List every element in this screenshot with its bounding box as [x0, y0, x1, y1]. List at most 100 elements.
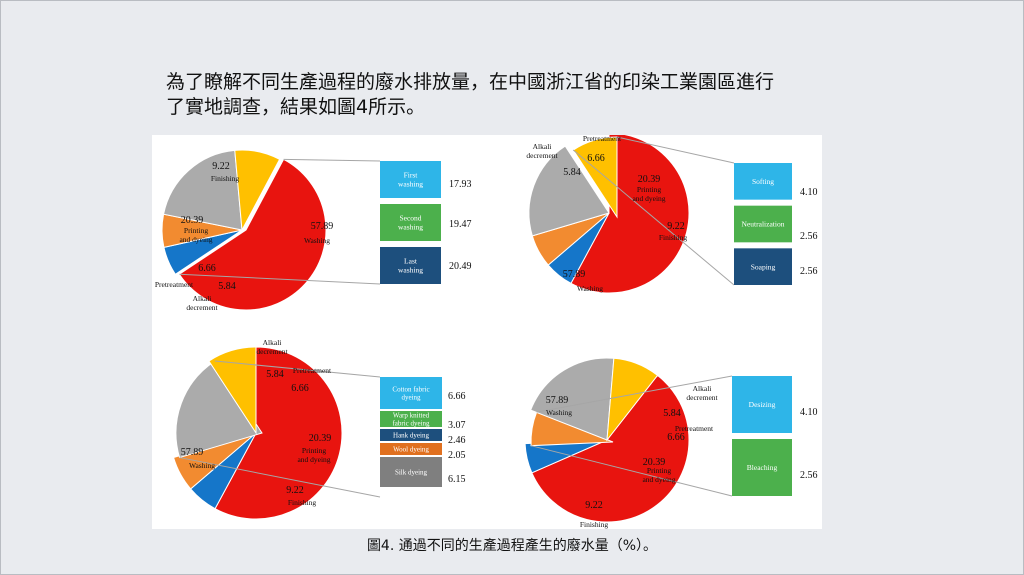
slice-value-printing-and-dyeing: 20.39 — [638, 174, 661, 185]
heading-line-1: 為了瞭解不同生產過程的廢水排放量，在中國浙江省的印染工業園區進行 — [166, 71, 775, 93]
breakdown-label-first-washing: First washing — [398, 171, 423, 189]
slice-value-pretreatment: 6.66 — [587, 153, 605, 164]
breakdown-box-cotton-fabric-dyeing — [380, 377, 442, 409]
slice-value-washing: 57.89 — [181, 447, 204, 458]
connector-line — [179, 273, 381, 285]
pie-slice-alkali-decrement — [524, 439, 608, 474]
pie-slice-printing-and-dyeing — [175, 360, 263, 459]
slice-label-finishing: Finishing — [211, 174, 240, 183]
breakdown-box-softing — [734, 163, 792, 200]
breakdown-box-bleaching — [732, 439, 792, 496]
slice-label-finishing: Finishing — [580, 520, 609, 529]
connector-line — [572, 149, 735, 286]
pie-slice-washing — [531, 374, 690, 523]
breakdown-value-silk-dyeing: 6.15 — [448, 474, 466, 485]
slide-heading: 為了瞭解不同生產過程的廢水排放量，在中國浙江省的印染工業園區進行 了實地調查，結… — [166, 70, 866, 120]
slice-label-washing: Washing — [577, 284, 603, 293]
slice-label-washing: Washing — [189, 461, 215, 470]
breakdown-label-hank-dyeing: Hank dyeing — [393, 431, 429, 439]
breakdown-label-silk-dyeing: Silk dyeing — [395, 468, 428, 476]
pie-slice-washing — [214, 346, 343, 520]
slice-value-finishing: 9.22 — [667, 221, 685, 232]
slice-value-printing-and-dyeing: 20.39 — [309, 433, 332, 444]
breakdown-value-first-washing: 17.93 — [449, 179, 472, 190]
pie-slice-finishing — [234, 149, 281, 232]
pie-chart-bottom-left: 57.89 Washing 5.84 Alkali decrement 6.66 Pretr… — [172, 338, 466, 520]
slice-label-alkali-decrement: Alkali decrement — [686, 384, 718, 402]
connector-line — [214, 360, 381, 378]
connector-line — [530, 445, 733, 497]
breakdown-value-hank-dyeing: 2.46 — [448, 435, 466, 446]
breakdown-box-first-washing — [380, 161, 441, 198]
breakdown-label-warp-knitted-fabric-dyeing: Warp knitted fabric dyeing — [392, 411, 430, 427]
breakdown-box-last-washing — [380, 247, 441, 284]
breakdown-value-last-washing: 20.49 — [449, 261, 472, 272]
breakdown-label-cotton-fabric-dyeing: Cotton fabric dyeing — [392, 385, 429, 401]
slice-value-washing: 57.89 — [563, 269, 586, 280]
slice-label-alkali-decrement: Alkali decrement — [526, 142, 558, 160]
pie-slice-printing-and-dyeing — [528, 145, 610, 237]
pie-slice-pretreatment — [172, 432, 257, 490]
breakdown-box-warp-knitted-fabric-dyeing — [380, 411, 442, 427]
slice-value-pretreatment: 6.66 — [667, 432, 685, 443]
connector-line — [179, 457, 381, 498]
slice-value-alkali-decrement: 5.84 — [266, 369, 284, 380]
breakdown-label-last-washing: Last washing — [398, 257, 423, 275]
slice-label-finishing: Finishing — [288, 498, 317, 507]
slice-value-alkali-decrement: 5.84 — [563, 167, 581, 178]
connector-line — [616, 136, 735, 164]
slice-label-washing: Washing — [546, 408, 572, 417]
breakdown-label-second-washing: Second washing — [398, 214, 423, 232]
breakdown-value-bleaching: 2.56 — [800, 470, 818, 481]
heading-line-2: 了實地調查，結果如圖4所示。 — [166, 96, 426, 118]
breakdown-label-desizing: Desizing — [749, 400, 776, 409]
pie-slice-printing-and-dyeing — [530, 357, 615, 441]
figure-panel: 57.89 Washing 5.84 Alkali decrement 6.66 Pretr… — [152, 135, 822, 529]
breakdown-value-second-washing: 19.47 — [449, 219, 472, 230]
slice-label-alkali-decrement: Alkali decrement — [186, 294, 218, 312]
breakdown-value-softing: 4.10 — [800, 187, 818, 198]
slice-label-alkali-decrement: Alkali decrement — [256, 338, 288, 356]
slice-label-washing: Washing — [304, 236, 330, 245]
breakdown-box-second-washing — [380, 204, 441, 241]
slice-value-pretreatment: 6.66 — [291, 383, 309, 394]
pie-slice-washing — [570, 135, 690, 294]
breakdown-box-neutralization — [734, 205, 792, 243]
breakdown-box-soaping — [734, 248, 792, 285]
breakdown-label-softing: Softing — [752, 177, 774, 186]
breakdown-label-wool-dyeing: Wool dyeing — [393, 445, 429, 453]
slice-value-printing-and-dyeing: 20.39 — [643, 457, 666, 468]
slice-value-printing-and-dyeing: 20.39 — [181, 215, 204, 226]
slice-value-finishing: 9.22 — [212, 161, 230, 172]
breakdown-value-wool-dyeing: 2.05 — [448, 450, 466, 461]
connector-line — [536, 375, 733, 413]
slice-value-washing: 57.89 — [311, 221, 334, 232]
pie-slice-printing-and-dyeing — [162, 149, 243, 231]
connector-line — [283, 158, 381, 162]
breakdown-value-cotton-fabric-dyeing: 6.66 — [448, 391, 466, 402]
figure-caption: 圖4. 通過不同的生產過程產生的廢水量（%）。 — [366, 538, 658, 554]
breakdown-value-warp-knitted-fabric-dyeing: 3.07 — [448, 420, 466, 431]
slice-label-printing-and-dyeing: Printing and dyeing — [179, 226, 212, 244]
slice-value-finishing: 9.22 — [286, 485, 304, 496]
slice-label-pretreatment: Pretreatment — [293, 366, 332, 375]
pie-slice-finishing — [606, 357, 659, 442]
breakdown-value-desizing: 4.10 — [800, 407, 818, 418]
slice-label-printing-and-dyeing: Printing and dyeing — [642, 466, 675, 484]
pie-slice-washing — [178, 158, 327, 311]
breakdown-box-silk-dyeing — [380, 457, 442, 487]
slice-value-finishing: 9.22 — [585, 500, 603, 511]
slice-label-printing-and-dyeing: Printing and dyeing — [632, 185, 665, 203]
breakdown-value-neutralization: 2.56 — [800, 231, 818, 242]
slice-label-pretreatment: Pretreatment — [583, 135, 622, 143]
breakdown-label-soaping: Soaping — [751, 262, 776, 271]
slice-label-finishing: Finishing — [659, 233, 688, 242]
breakdown-label-neutralization: Neutralization — [742, 220, 785, 229]
pie-chart-bottom-right: 57.89 Washing 5.84 Alkali decrement 6.66Pretr… — [524, 357, 818, 529]
slice-value-alkali-decrement: 5.84 — [663, 408, 681, 419]
breakdown-box-hank-dyeing — [380, 429, 442, 441]
slice-label-printing-and-dyeing: Printing and dyeing — [297, 446, 330, 464]
slice-value-alkali-decrement: 5.84 — [218, 281, 236, 292]
